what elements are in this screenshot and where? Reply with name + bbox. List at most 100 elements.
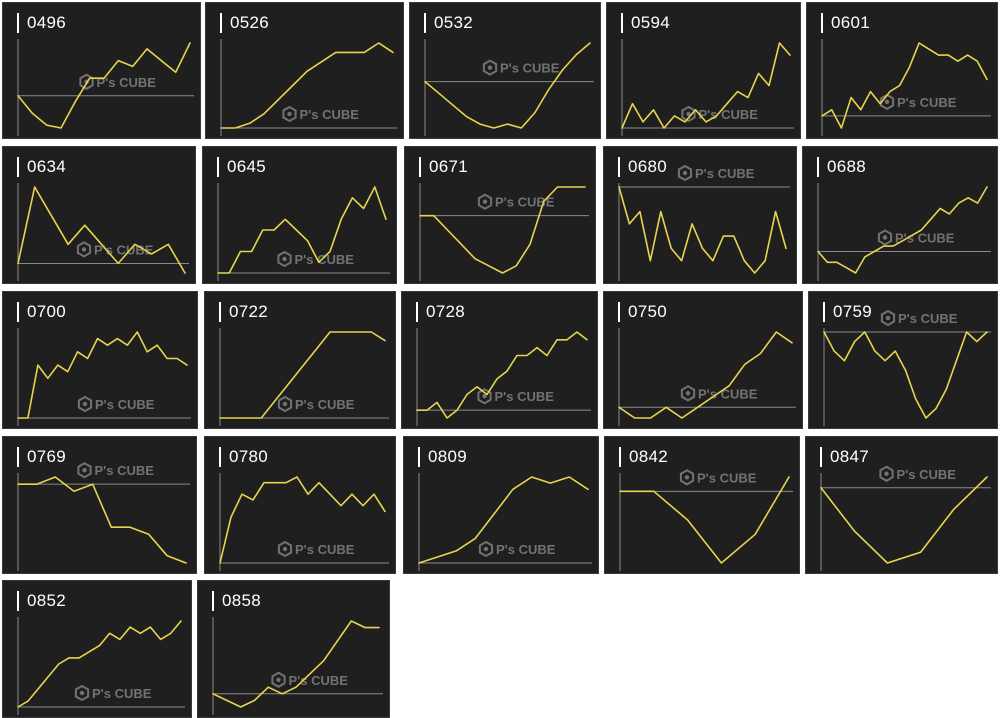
series-line <box>619 476 790 564</box>
series-line <box>424 42 591 129</box>
chart-svg: P's CUBE <box>220 39 397 136</box>
hexagon-p-logo-icon-core <box>684 475 690 480</box>
watermark-brand: P's CUBE <box>495 195 555 210</box>
hexagon-p-logo-icon <box>877 229 893 246</box>
hexagon-p-logo-icon-core <box>276 677 281 682</box>
hexagon-p-logo-icon <box>271 671 286 688</box>
series-line <box>17 42 191 129</box>
hexagon-p-logo-icon-core <box>81 247 87 252</box>
chart-title: 0688 <box>817 157 866 177</box>
hexagon-p-logo-icon <box>880 309 896 327</box>
watermark-brand: P's CUBE <box>97 75 157 90</box>
chart-svg: P's CUBE <box>823 309 991 426</box>
chart-svg: P's CUBE <box>419 183 589 281</box>
hexagon-p-logo-icon-core <box>686 111 691 117</box>
watermark: P's CUBE <box>879 465 956 482</box>
chart-svg: P's CUBE <box>217 183 390 281</box>
watermark-brand: P's CUBE <box>295 397 355 412</box>
watermark: P's CUBE <box>680 385 758 402</box>
chart-panel-0809: P's CUBE 0809 <box>403 436 599 574</box>
watermark-brand: P's CUBE <box>295 542 355 557</box>
watermark: P's CUBE <box>877 229 955 246</box>
watermark: P's CUBE <box>677 164 755 182</box>
chart-svg: P's CUBE <box>17 617 185 715</box>
watermark-brand: P's CUBE <box>697 470 757 485</box>
series-line <box>17 186 186 274</box>
chart-svg: P's CUBE <box>821 39 991 136</box>
chart-title: 0645 <box>217 157 266 177</box>
watermark-brand: P's CUBE <box>500 61 560 76</box>
watermark-brand: P's CUBE <box>496 542 556 557</box>
chart-svg: P's CUBE <box>212 617 383 715</box>
chart-svg: P's CUBE <box>17 39 194 136</box>
chart-title: 0532 <box>424 13 473 33</box>
watermark: P's CUBE <box>478 540 556 558</box>
chart-svg: P's CUBE <box>17 462 190 571</box>
watermark: P's CUBE <box>879 93 957 111</box>
chart-panel-0700: P's CUBE 0700 <box>2 291 198 429</box>
watermark-brand: P's CUBE <box>895 231 955 246</box>
chart-title: 0728 <box>416 302 465 322</box>
chart-panel-0852: P's CUBE 0852 <box>2 580 192 718</box>
hexagon-p-logo-icon-core <box>882 235 888 240</box>
chart-svg: P's CUBE <box>219 328 389 426</box>
chart-panel-0847: P's CUBE 0847 <box>805 436 998 574</box>
chart-title: 0634 <box>17 157 66 177</box>
series-line <box>17 476 187 564</box>
hexagon-p-logo-icon-core <box>884 471 889 476</box>
hexagon-p-logo-icon-core <box>282 546 288 552</box>
hexagon-p-logo-icon <box>277 250 292 268</box>
hexagon-p-logo-icon-core <box>482 199 488 204</box>
watermark: P's CUBE <box>76 241 154 258</box>
hexagon-p-logo-icon <box>76 241 92 258</box>
hexagon-p-logo-icon <box>482 59 498 76</box>
watermark-brand: P's CUBE <box>699 107 759 122</box>
chart-title: 0722 <box>219 302 268 322</box>
chart-svg: P's CUBE <box>219 473 389 571</box>
chart-title: 0700 <box>17 302 66 322</box>
chart-panel-0526: P's CUBE 0526 <box>205 2 404 139</box>
chart-panel-0769: P's CUBE 0769 <box>2 436 197 574</box>
chart-svg: P's CUBE <box>618 164 790 281</box>
chart-panel-0601: P's CUBE 0601 <box>806 2 998 139</box>
hexagon-p-logo-icon <box>282 105 297 123</box>
hexagon-p-logo-icon-core <box>287 111 292 117</box>
chart-panel-0759: P's CUBE 0759 <box>808 291 998 429</box>
chart-title: 0847 <box>820 447 869 467</box>
chart-svg: P's CUBE <box>418 473 592 571</box>
chart-svg: P's CUBE <box>619 469 793 571</box>
hexagon-p-logo-icon-core <box>884 99 890 105</box>
watermark: P's CUBE <box>681 105 759 123</box>
series-line <box>618 186 787 274</box>
chart-title: 0601 <box>821 13 870 33</box>
hexagon-p-logo-icon-core <box>282 256 287 262</box>
chart-panel-0680: P's CUBE 0680 <box>603 146 797 284</box>
watermark-brand: P's CUBE <box>300 107 360 122</box>
watermark-brand: P's CUBE <box>95 397 155 412</box>
chart-panel-0634: P's CUBE 0634 <box>2 146 196 284</box>
watermark: P's CUBE <box>79 73 157 90</box>
watermark: P's CUBE <box>271 671 348 688</box>
watermark: P's CUBE <box>282 105 360 123</box>
series-line <box>419 186 586 274</box>
hexagon-p-logo-icon <box>677 164 693 182</box>
chart-svg: P's CUBE <box>618 328 796 426</box>
chart-title: 0594 <box>621 13 670 33</box>
series-line <box>217 186 387 274</box>
chart-panel-0750: P's CUBE 0750 <box>603 291 803 429</box>
chart-panel-0671: P's CUBE 0671 <box>404 146 596 284</box>
watermark: P's CUBE <box>679 469 757 486</box>
watermark-brand: P's CUBE <box>897 95 957 110</box>
chart-panel-0594: P's CUBE 0594 <box>606 2 801 139</box>
chart-svg: P's CUBE <box>416 328 591 426</box>
chart-panel-0688: P's CUBE 0688 <box>802 146 998 284</box>
series-line <box>212 620 380 708</box>
series-line <box>17 331 188 419</box>
hexagon-p-logo-icon <box>679 469 695 486</box>
series-line <box>219 476 386 564</box>
watermark-brand: P's CUBE <box>698 386 758 401</box>
chart-panel-0780: P's CUBE 0780 <box>204 436 396 574</box>
watermark: P's CUBE <box>482 59 560 76</box>
watermark-brand: P's CUBE <box>95 463 155 478</box>
